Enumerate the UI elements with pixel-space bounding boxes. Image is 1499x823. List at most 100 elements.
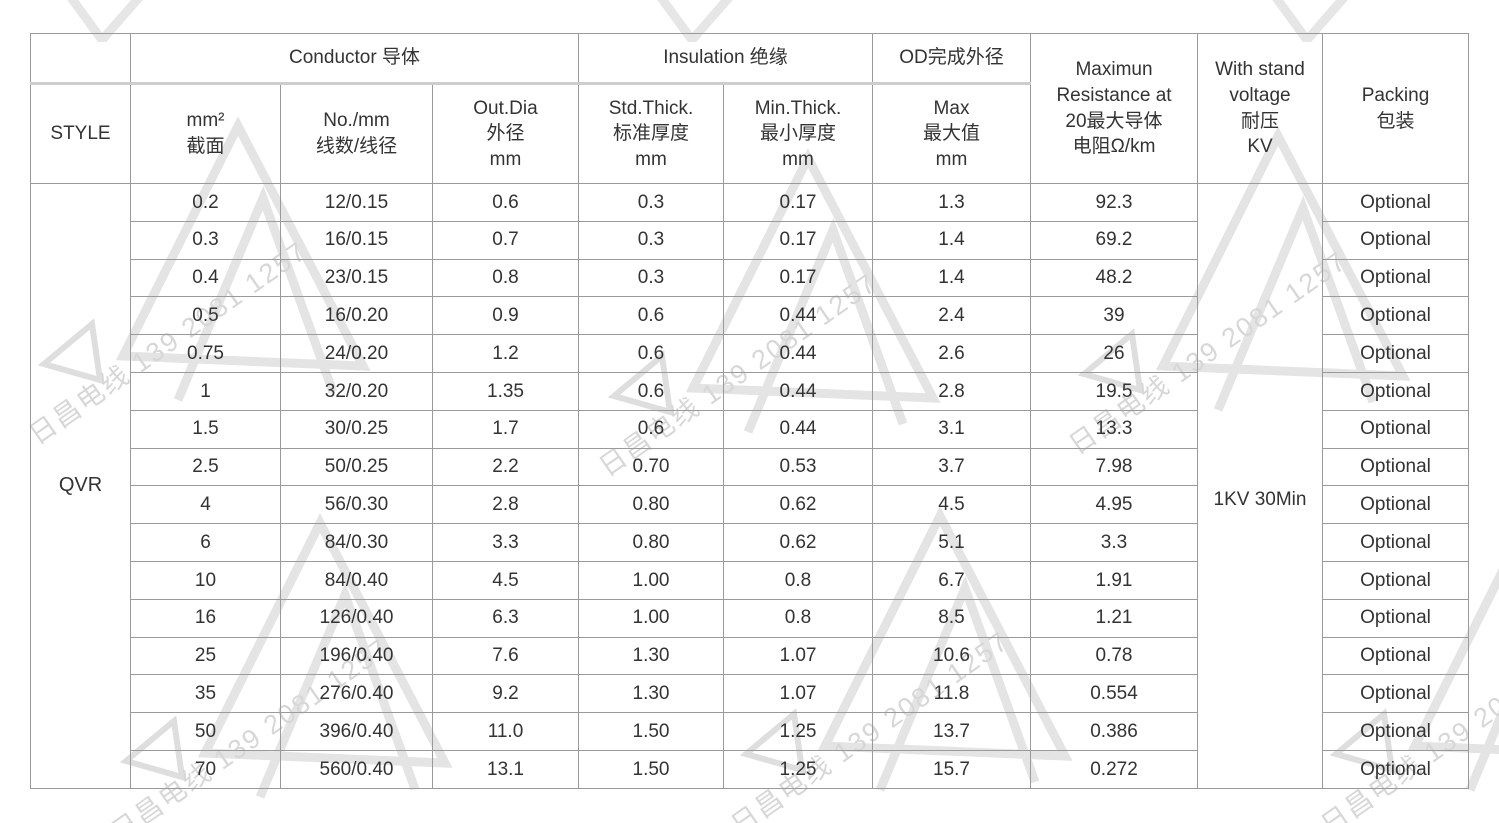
cell-max: 2.4 xyxy=(872,296,1031,336)
cell-no-mm: 126/0.40 xyxy=(280,598,433,638)
cell-min-thick: 0.44 xyxy=(723,296,873,336)
cell-out-dia: 9.2 xyxy=(432,674,579,714)
cell-min-thick: 0.44 xyxy=(723,371,873,411)
cell-out-dia: 7.6 xyxy=(432,636,579,676)
cell-packing: Optional xyxy=(1322,749,1469,789)
cell-no-mm: 16/0.20 xyxy=(280,296,433,336)
cell-resistance: 13.3 xyxy=(1030,409,1198,449)
header-packing: Packing 包装 xyxy=(1322,33,1469,184)
cell-resistance: 0.78 xyxy=(1030,636,1198,676)
cell-min-thick: 1.07 xyxy=(723,636,873,676)
cell-no-mm: 50/0.25 xyxy=(280,447,433,487)
cell-max: 1.4 xyxy=(872,258,1031,298)
cell-min-thick: 0.17 xyxy=(723,220,873,260)
cell-no-mm: 32/0.20 xyxy=(280,371,433,411)
cell-no-mm: 24/0.20 xyxy=(280,334,433,373)
cell-std-thick: 0.80 xyxy=(578,485,724,525)
cell-std-thick: 0.3 xyxy=(578,258,724,298)
cell-out-dia: 1.7 xyxy=(432,409,579,449)
header-od: OD完成外径 xyxy=(872,33,1031,85)
cell-no-mm: 56/0.30 xyxy=(280,485,433,525)
cell-std-thick: 1.00 xyxy=(578,560,724,600)
table-row: QVR 0.2 12/0.15 0.6 0.3 0.17 1.3 92.3 1K… xyxy=(30,183,1469,789)
cell-resistance: 19.5 xyxy=(1030,371,1198,411)
cell-out-dia: 2.8 xyxy=(432,485,579,525)
cell-out-dia: 0.7 xyxy=(432,220,579,260)
cell-resistance: 26 xyxy=(1030,334,1198,373)
cell-max: 1.3 xyxy=(872,183,1031,222)
cell-mm2: 10 xyxy=(130,560,281,600)
header-style: STYLE xyxy=(30,83,131,184)
cell-resistance: 39 xyxy=(1030,296,1198,336)
cell-std-thick: 1.50 xyxy=(578,749,724,789)
header-conductor: Conductor 导体 xyxy=(130,33,579,85)
header-empty-cell xyxy=(30,33,131,85)
cell-max: 1.4 xyxy=(872,220,1031,260)
header-std-thick: Std.Thick. 标准厚度 mm xyxy=(578,83,724,184)
cell-min-thick: 0.44 xyxy=(723,334,873,373)
cell-std-thick: 0.6 xyxy=(578,409,724,449)
cell-packing: Optional xyxy=(1322,712,1469,751)
cell-mm2: 0.3 xyxy=(130,220,281,260)
header-out-dia: Out.Dia 外径 mm xyxy=(432,83,579,184)
cell-packing: Optional xyxy=(1322,598,1469,638)
cell-mm2: 35 xyxy=(130,674,281,714)
cell-out-dia: 2.2 xyxy=(432,447,579,487)
header-max: Max 最大值 mm xyxy=(872,83,1031,184)
cell-max: 2.8 xyxy=(872,371,1031,411)
cell-packing: Optional xyxy=(1322,485,1469,525)
cell-no-mm: 396/0.40 xyxy=(280,712,433,751)
cell-std-thick: 0.3 xyxy=(578,220,724,260)
header-voltage: With stand voltage 耐压 KV xyxy=(1197,33,1323,184)
cell-min-thick: 0.17 xyxy=(723,258,873,298)
cell-max: 15.7 xyxy=(872,749,1031,789)
cell-max: 13.7 xyxy=(872,712,1031,751)
cell-mm2: 1 xyxy=(130,371,281,411)
cell-min-thick: 0.62 xyxy=(723,485,873,525)
cell-min-thick: 1.25 xyxy=(723,712,873,751)
cell-resistance: 4.95 xyxy=(1030,485,1198,525)
cell-out-dia: 1.35 xyxy=(432,371,579,411)
cell-no-mm: 12/0.15 xyxy=(280,183,433,222)
header-insulation: Insulation 绝缘 xyxy=(578,33,873,85)
cell-packing: Optional xyxy=(1322,523,1469,562)
cell-mm2: 4 xyxy=(130,485,281,525)
cell-std-thick: 1.00 xyxy=(578,598,724,638)
cell-max: 3.1 xyxy=(872,409,1031,449)
cell-std-thick: 0.6 xyxy=(578,334,724,373)
style-cell: QVR xyxy=(30,183,131,789)
cell-mm2: 16 xyxy=(130,598,281,638)
cell-std-thick: 1.30 xyxy=(578,636,724,676)
header-mm2: mm² 截面 xyxy=(130,83,281,184)
cell-mm2: 2.5 xyxy=(130,447,281,487)
cell-std-thick: 1.50 xyxy=(578,712,724,751)
cell-mm2: 1.5 xyxy=(130,409,281,449)
header-resistance: Maximun Resistance at 20最大导体 电阻Ω/km xyxy=(1030,33,1198,184)
cell-mm2: 50 xyxy=(130,712,281,751)
cell-mm2: 0.2 xyxy=(130,183,281,222)
cell-min-thick: 0.8 xyxy=(723,560,873,600)
voltage-cell: 1KV 30Min xyxy=(1197,183,1323,789)
cell-resistance: 0.554 xyxy=(1030,674,1198,714)
cell-max: 8.5 xyxy=(872,598,1031,638)
cell-no-mm: 196/0.40 xyxy=(280,636,433,676)
cell-min-thick: 0.8 xyxy=(723,598,873,638)
cell-resistance: 0.386 xyxy=(1030,712,1198,751)
cell-min-thick: 0.62 xyxy=(723,523,873,562)
cell-packing: Optional xyxy=(1322,258,1469,298)
cell-resistance: 48.2 xyxy=(1030,258,1198,298)
cell-no-mm: 30/0.25 xyxy=(280,409,433,449)
cell-mm2: 25 xyxy=(130,636,281,676)
cell-packing: Optional xyxy=(1322,560,1469,600)
cell-no-mm: 23/0.15 xyxy=(280,258,433,298)
cell-out-dia: 1.2 xyxy=(432,334,579,373)
cell-min-thick: 1.25 xyxy=(723,749,873,789)
cell-resistance: 1.21 xyxy=(1030,598,1198,638)
cell-max: 5.1 xyxy=(872,523,1031,562)
cell-out-dia: 0.8 xyxy=(432,258,579,298)
cell-out-dia: 6.3 xyxy=(432,598,579,638)
cell-packing: Optional xyxy=(1322,220,1469,260)
cell-resistance: 92.3 xyxy=(1030,183,1198,222)
cell-resistance: 69.2 xyxy=(1030,220,1198,260)
